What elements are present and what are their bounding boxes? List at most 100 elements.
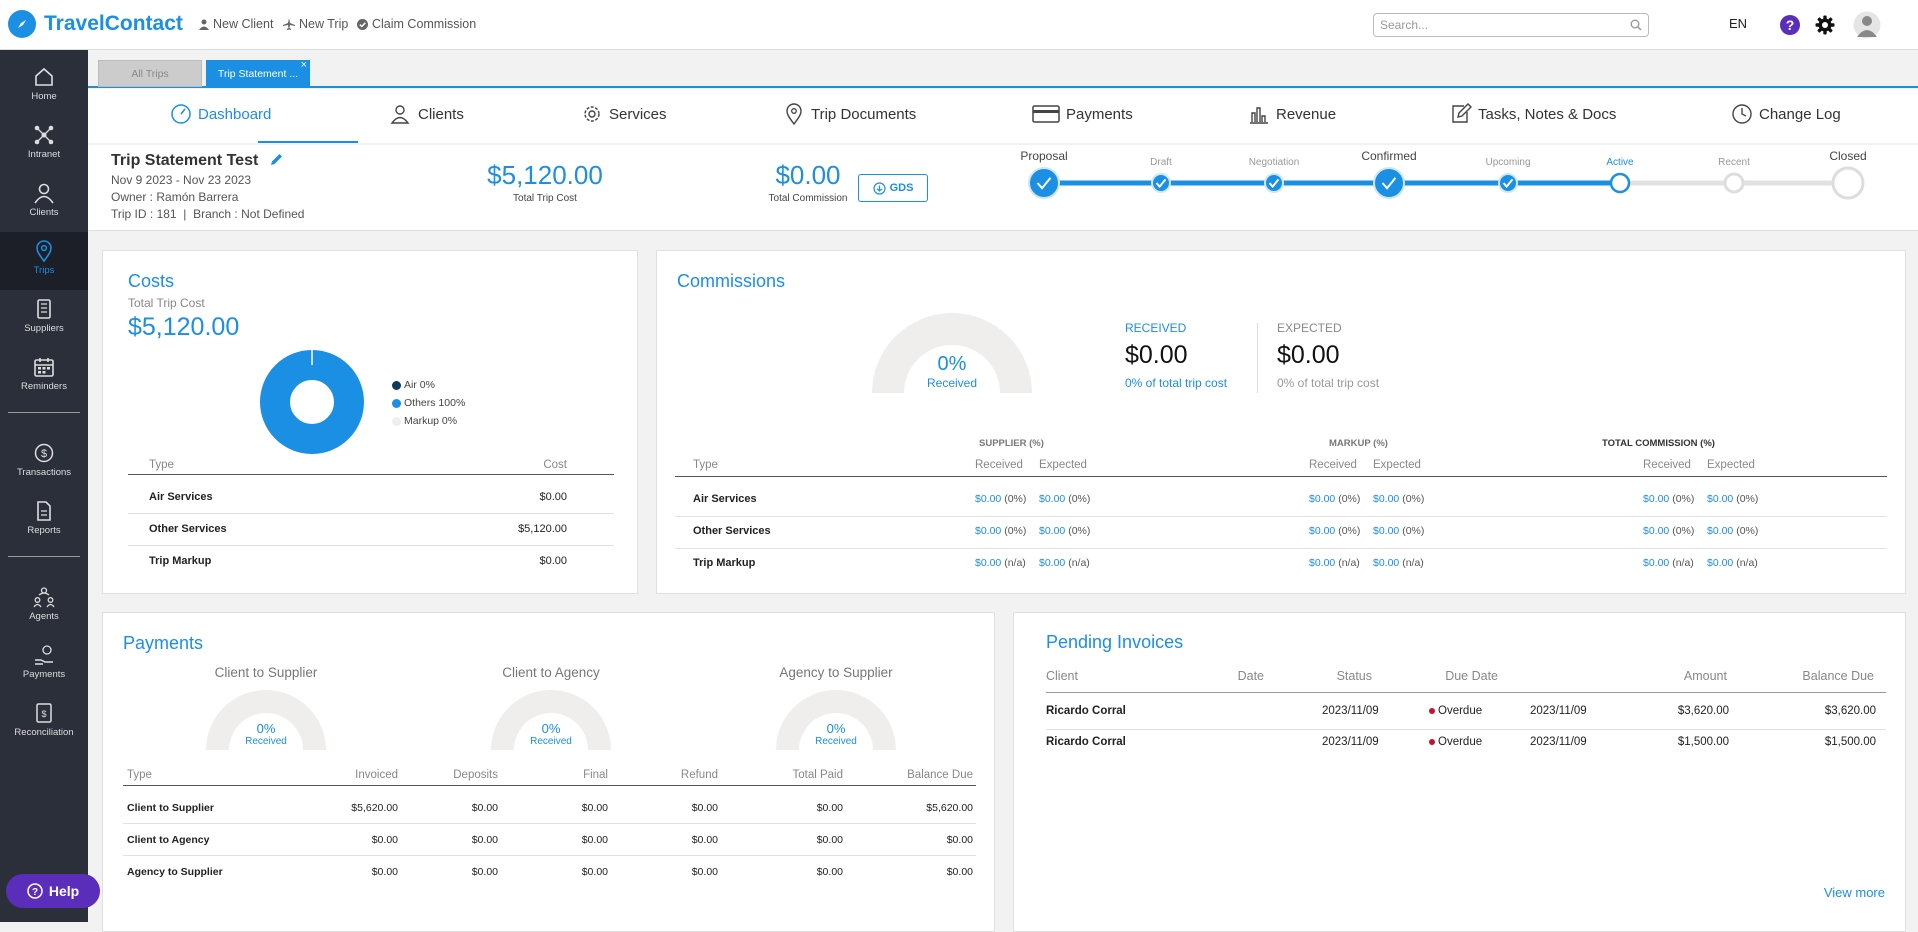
check-icon — [1036, 177, 1052, 190]
sidebar-item-transactions[interactable]: $ Transactions — [0, 434, 88, 492]
commission-amount[interactable]: $0.00 — [1707, 557, 1734, 569]
commission-cell[interactable]: $0.00 (n/a) — [1373, 557, 1424, 569]
commission-cell[interactable]: $0.00 (0%) — [1643, 493, 1694, 505]
commission-amount[interactable]: $0.00 — [1309, 493, 1336, 505]
commission-amount[interactable]: $0.00 — [1039, 493, 1066, 505]
check-icon — [1268, 178, 1280, 189]
payment-cell: $0.00 — [371, 866, 398, 878]
new-trip-link[interactable]: New Trip — [283, 17, 348, 31]
avatar[interactable] — [1853, 11, 1881, 39]
gds-button[interactable]: GDS — [858, 174, 928, 202]
nav-clients[interactable]: Clients — [390, 103, 464, 125]
commission-cell[interactable]: $0.00 (0%) — [975, 493, 1026, 505]
stage-node-confirmed[interactable] — [1373, 167, 1405, 199]
app-logo[interactable]: TravelContact — [8, 10, 183, 38]
commission-cell[interactable]: $0.00 (0%) — [1373, 525, 1424, 537]
commission-amount[interactable]: $0.00 — [975, 525, 1002, 537]
search-icon[interactable] — [1630, 19, 1642, 31]
pencil-icon[interactable] — [269, 152, 284, 167]
commission-amount[interactable]: $0.00 — [1643, 493, 1670, 505]
commission-amount[interactable]: $0.00 — [1039, 525, 1066, 537]
commission-cell[interactable]: $0.00 (n/a) — [1309, 557, 1360, 569]
help-button[interactable]: ? Help — [6, 874, 100, 908]
stage-node-upcoming[interactable] — [1498, 173, 1518, 193]
commission-cell[interactable]: $0.00 (0%) — [1643, 525, 1694, 537]
search-input[interactable]: Search... — [1373, 13, 1649, 37]
gds-label: GDS — [889, 182, 914, 194]
stage-node-closed[interactable] — [1831, 166, 1865, 200]
payment-gauge-title: Client to Agency — [502, 665, 600, 680]
help-label: Help — [48, 883, 80, 899]
sidebar-item-clients[interactable]: Clients — [0, 174, 88, 232]
commission-cell[interactable]: $0.00 (0%) — [1373, 493, 1424, 505]
commission-cell[interactable]: $0.00 (0%) — [975, 525, 1026, 537]
invoice-row[interactable]: Ricardo Corral 2023/11/09 Overdue 2023/11/0… — [1014, 699, 1907, 730]
stage-node-draft[interactable] — [1151, 173, 1171, 193]
nav-revenue[interactable]: Revenue — [1248, 103, 1336, 125]
tab-trip-statement[interactable]: Trip Statement ... × — [206, 59, 310, 87]
language-selector[interactable]: EN — [1729, 16, 1748, 31]
commission-cell[interactable]: $0.00 (n/a) — [1039, 557, 1090, 569]
commission-amount[interactable]: $0.00 — [1309, 525, 1336, 537]
payment-gauge-pct: 0% — [826, 721, 846, 736]
commission-amount[interactable]: $0.00 — [1373, 493, 1400, 505]
commission-cell[interactable]: $0.00 (0%) — [1707, 525, 1758, 537]
expected-value: $0.00 — [1277, 341, 1340, 369]
commission-cell[interactable]: $0.00 (0%) — [1309, 525, 1360, 537]
nav-dashboard[interactable]: Dashboard — [170, 103, 271, 125]
commission-amount[interactable]: $0.00 — [1039, 557, 1066, 569]
commission-amount[interactable]: $0.00 — [1373, 557, 1400, 569]
sidebar-item-agents[interactable]: Agents — [0, 578, 88, 636]
received-note: 0% of total trip cost — [1125, 376, 1228, 390]
commission-amount[interactable]: $0.00 — [975, 493, 1002, 505]
sidebar-item-suppliers[interactable]: Suppliers — [0, 290, 88, 348]
summary-divider — [1257, 323, 1258, 393]
commission-cell[interactable]: $0.00 (0%) — [1039, 493, 1090, 505]
nav-tasks-notes-docs[interactable]: Tasks, Notes & Docs — [1450, 103, 1616, 125]
commission-amount[interactable]: $0.00 — [1373, 525, 1400, 537]
cost-value: $5,120.00 — [518, 523, 567, 535]
commission-cell[interactable]: $0.00 (0%) — [1039, 525, 1090, 537]
tab-all-trips[interactable]: All Trips — [98, 60, 202, 87]
commission-amount[interactable]: $0.00 — [1643, 525, 1670, 537]
invoices-col-5: Balance Due — [1802, 669, 1874, 683]
sidebar-item-home[interactable]: Home — [0, 58, 88, 116]
sidebar-item-intranet[interactable]: Intranet — [0, 116, 88, 174]
commission-cell[interactable]: $0.00 (0%) — [1309, 493, 1360, 505]
stage-node-negotiation[interactable] — [1264, 173, 1284, 193]
settings-gear-icon[interactable] — [1815, 15, 1835, 35]
new-client-link[interactable]: New Client — [199, 17, 273, 31]
commission-gauge-label: Received — [926, 376, 978, 390]
sidebar-item-payments[interactable]: Payments — [0, 636, 88, 694]
stage-node-recent[interactable] — [1723, 172, 1745, 194]
legend-label: Markup 0% — [404, 415, 458, 427]
commission-cell[interactable]: $0.00 (n/a) — [1707, 557, 1758, 569]
stage-node-proposal[interactable] — [1028, 167, 1060, 199]
claim-commission-link[interactable]: Claim Commission — [357, 17, 476, 31]
payments-col-2: Deposits — [453, 769, 498, 781]
view-more-link[interactable]: View more — [1823, 885, 1885, 900]
commission-cell[interactable]: $0.00 (0%) — [1707, 493, 1758, 505]
commission-cell[interactable]: $0.00 (n/a) — [975, 557, 1026, 569]
sidebar-item-reconciliation[interactable]: $ Reconciliation — [0, 694, 88, 752]
commission-amount[interactable]: $0.00 — [1707, 525, 1734, 537]
received-label: RECEIVED — [1125, 321, 1187, 335]
sidebar-item-trips[interactable]: Trips — [0, 232, 88, 290]
commission-amount[interactable]: $0.00 — [1707, 493, 1734, 505]
nav-payments[interactable]: Payments — [1032, 103, 1133, 125]
nav-services[interactable]: Services — [581, 103, 667, 125]
sidebar-item-reminders[interactable]: Reminders — [0, 348, 88, 406]
trip-id-label: Trip ID : — [111, 207, 154, 221]
close-icon[interactable]: × — [300, 59, 307, 71]
stage-node-active[interactable] — [1609, 172, 1631, 194]
commission-amount[interactable]: $0.00 — [1643, 557, 1670, 569]
help-icon[interactable]: ? — [1780, 15, 1800, 35]
commission-amount[interactable]: $0.00 — [975, 557, 1002, 569]
sidebar-item-reports[interactable]: Reports — [0, 492, 88, 550]
invoice-row[interactable]: Ricardo Corral 2023/11/09 Overdue 2023/11/0… — [1014, 730, 1907, 761]
commission-cell[interactable]: $0.00 (n/a) — [1643, 557, 1694, 569]
commission-percent: (0%) — [1672, 493, 1695, 505]
nav-change-log[interactable]: Change Log — [1731, 103, 1841, 125]
commission-amount[interactable]: $0.00 — [1309, 557, 1336, 569]
nav-trip-documents[interactable]: Trip Documents — [783, 103, 916, 125]
